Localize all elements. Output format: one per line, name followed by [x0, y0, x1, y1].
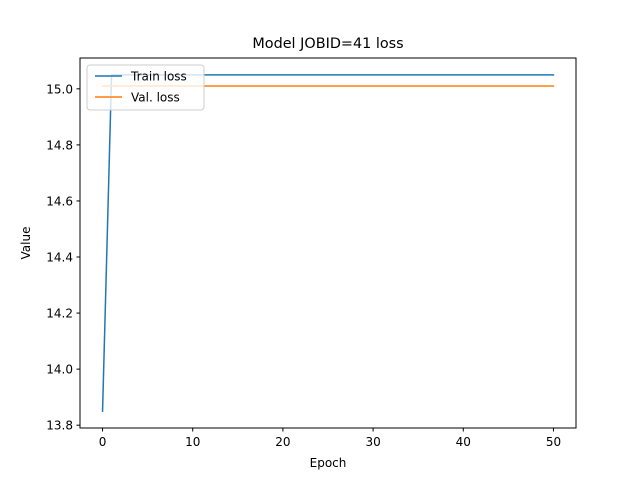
- legend: Train loss Val. loss: [86, 64, 205, 111]
- x-tick-label: 40: [456, 435, 471, 449]
- legend-label: Val. loss: [131, 91, 180, 105]
- x-tick-label: 20: [275, 435, 290, 449]
- x-tick-label: 50: [546, 435, 561, 449]
- x-tick-label: 0: [99, 435, 107, 449]
- y-tick-label: 14.6: [46, 194, 73, 208]
- axes-frame: [79, 57, 577, 429]
- x-axis: 0 10 20 30 40 50: [99, 428, 561, 449]
- y-tick-label: 14.4: [46, 251, 73, 265]
- y-tick-label: 15.0: [46, 82, 73, 96]
- y-axis: 13.8 14.0 14.2 14.4 14.6 14.8 15.0: [46, 82, 80, 433]
- chart-title: Model JOBID=41 loss: [252, 36, 403, 52]
- y-tick-label: 14.2: [46, 307, 73, 321]
- x-axis-label: Epoch: [310, 456, 347, 470]
- x-tick-label: 30: [365, 435, 380, 449]
- y-axis-label: Value: [19, 227, 33, 260]
- x-tick-label: 10: [185, 435, 200, 449]
- y-tick-label: 14.0: [46, 363, 73, 377]
- y-tick-label: 14.8: [46, 138, 73, 152]
- legend-label: Train loss: [130, 70, 187, 84]
- y-tick-label: 13.8: [46, 419, 73, 433]
